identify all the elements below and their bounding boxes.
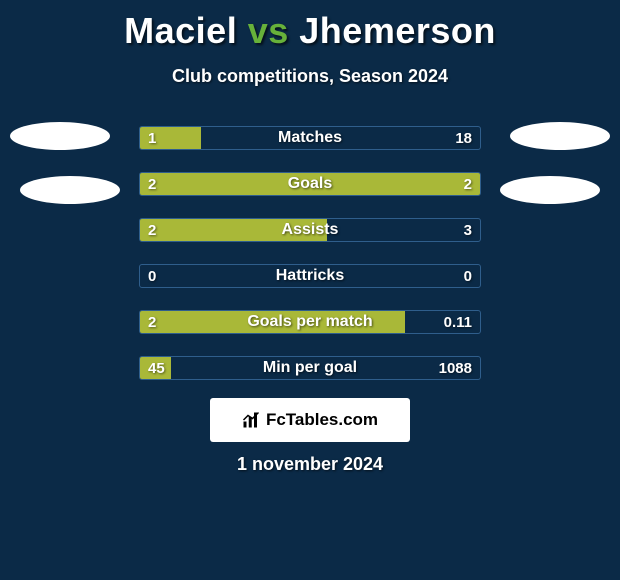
badge-text: FcTables.com [266,410,378,430]
vs-text: vs [248,10,289,51]
stat-value-right: 0 [456,265,480,287]
date-text: 1 november 2024 [0,454,620,475]
stat-value-right: 0.11 [436,311,480,333]
stat-label: Hattricks [140,265,480,287]
stat-value-right: 18 [447,127,480,149]
stat-bar: 0 0Hattricks [139,264,481,288]
player1-name: Maciel [124,10,237,51]
comparison-bars: 118Matches22Goals23Assists00Hattricks20.… [139,126,481,402]
stat-bar: 118Matches [139,126,481,150]
stat-value-left: 0 [140,265,164,287]
stat-label: Min per goal [140,357,480,379]
stat-value-left: 2 [140,173,164,195]
player2-avatar-top [510,122,610,150]
stat-value-left: 45 [140,357,173,379]
stat-value-left: 2 [140,219,164,241]
stat-bar-fill [140,311,405,333]
content-root: Maciel vs Jhemerson Club competitions, S… [0,0,620,87]
player2-name: Jhemerson [299,10,496,51]
fctables-badge: FcTables.com [210,398,410,442]
stat-bar: 20.11Goals per match [139,310,481,334]
stat-value-right: 2 [456,173,480,195]
player2-avatar-bottom [500,176,600,204]
stat-bar-fill [140,219,327,241]
stat-value-left: 2 [140,311,164,333]
stat-bar: 22Goals [139,172,481,196]
player1-avatar-bottom [20,176,120,204]
chart-icon [242,411,260,429]
stat-value-right: 3 [456,219,480,241]
page-title: Maciel vs Jhemerson [0,0,620,52]
stat-bar: 45 1088Min per goal [139,356,481,380]
player1-avatar-top [10,122,110,150]
stat-bar: 23Assists [139,218,481,242]
stat-value-left: 1 [140,127,164,149]
stat-bar-fill [140,173,480,195]
subtitle: Club competitions, Season 2024 [0,66,620,87]
stat-value-right: 1088 [431,357,480,379]
